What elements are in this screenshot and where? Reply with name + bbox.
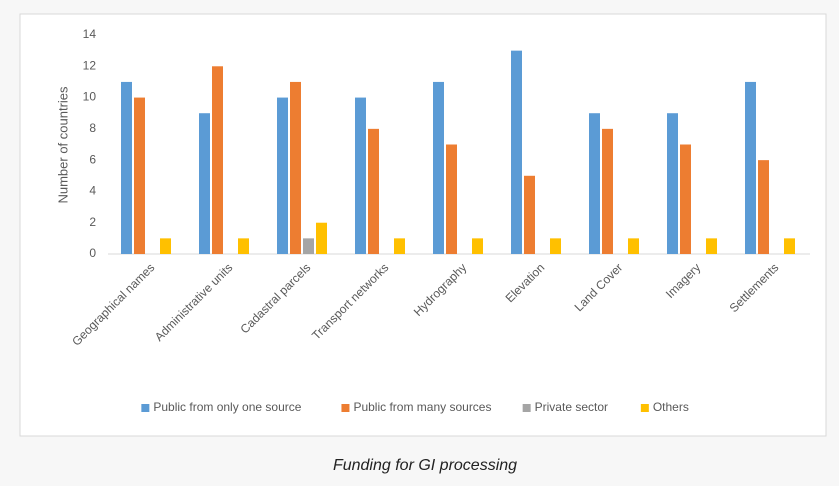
bar bbox=[706, 238, 717, 254]
y-tick-label: 2 bbox=[89, 215, 96, 229]
bar bbox=[550, 238, 561, 254]
y-tick-label: 14 bbox=[83, 27, 97, 41]
bar bbox=[121, 81, 132, 254]
y-tick-label: 6 bbox=[89, 152, 96, 166]
y-axis-label: Number of countries bbox=[55, 86, 70, 204]
legend-swatch bbox=[141, 404, 150, 412]
bar bbox=[524, 175, 535, 254]
bar bbox=[758, 160, 769, 254]
legend-label: Private sector bbox=[535, 400, 608, 414]
chart-frame bbox=[19, 13, 827, 437]
y-tick-label: 4 bbox=[89, 184, 96, 198]
bar bbox=[160, 238, 171, 254]
bar bbox=[316, 222, 327, 254]
bar bbox=[602, 128, 613, 254]
bar bbox=[589, 113, 600, 254]
legend-swatch bbox=[522, 404, 531, 412]
bar bbox=[511, 50, 522, 255]
bar bbox=[446, 144, 457, 254]
bar bbox=[355, 97, 366, 254]
bar bbox=[745, 81, 756, 254]
y-tick-label: 10 bbox=[83, 90, 97, 104]
bar bbox=[784, 238, 795, 254]
y-tick-label: 8 bbox=[89, 121, 96, 135]
caption: Funding for GI processing bbox=[333, 457, 517, 474]
legend-label: Public from only one source bbox=[153, 400, 301, 414]
bar bbox=[238, 238, 249, 254]
legend-label: Others bbox=[653, 400, 689, 414]
y-tick-label: 0 bbox=[89, 246, 96, 260]
bar bbox=[303, 238, 314, 254]
bar bbox=[199, 113, 210, 254]
legend-swatch bbox=[341, 404, 350, 412]
bar bbox=[472, 238, 483, 254]
bar bbox=[394, 238, 405, 254]
bar bbox=[433, 81, 444, 254]
bar bbox=[680, 144, 691, 254]
bar bbox=[134, 97, 145, 254]
bar bbox=[667, 113, 678, 254]
bar bbox=[290, 81, 301, 254]
legend-label: Public from many sources bbox=[353, 400, 491, 414]
legend-swatch bbox=[640, 404, 649, 412]
y-tick-label: 12 bbox=[83, 58, 97, 72]
bar bbox=[212, 66, 223, 255]
bar bbox=[628, 238, 639, 254]
bar bbox=[368, 128, 379, 254]
bar bbox=[277, 97, 288, 254]
